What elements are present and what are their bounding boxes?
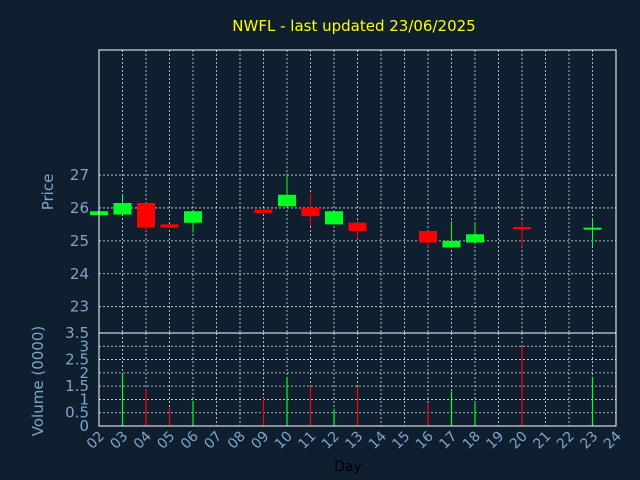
candle	[348, 221, 367, 240]
volume-y-tick-label: 3	[79, 337, 89, 355]
candle	[325, 211, 343, 225]
volume-bars	[121, 346, 594, 426]
candle-body	[113, 203, 132, 215]
candle	[160, 224, 179, 228]
volume-y-tick-label: 1.5	[65, 377, 89, 395]
candle-body	[137, 203, 155, 228]
volume-axis-label: Volume (0000)	[29, 326, 47, 436]
price-y-tick-label: 24	[70, 265, 89, 283]
candle	[301, 193, 320, 227]
price-axis-label: Price	[39, 174, 57, 211]
x-tick-labels: 02 03 04 05 06 07 08 09 10 11 12 13 14 15 16 17 18 19 20 21…	[84, 428, 625, 452]
price-y-tick-label: 23	[70, 298, 89, 316]
candle	[113, 194, 132, 215]
candle	[184, 211, 202, 233]
candle	[278, 173, 296, 207]
candle-body	[160, 224, 179, 228]
candle-body	[583, 227, 602, 230]
price-candles	[90, 173, 602, 248]
candle-body	[254, 209, 273, 213]
candle-body	[301, 207, 320, 217]
volume-y-tick-label: 2	[79, 364, 89, 382]
price-y-tick-label: 26	[70, 199, 89, 217]
volume-y-tick-label: 0	[79, 417, 89, 435]
volume-panel-frame	[98, 332, 617, 427]
candle-body	[348, 222, 367, 231]
candle	[254, 209, 273, 213]
candle	[583, 219, 602, 246]
price-gridlines	[98, 50, 617, 333]
candle	[513, 221, 531, 248]
candle-body	[442, 240, 461, 248]
candle	[466, 222, 484, 243]
price-y-tick-label: 25	[70, 232, 89, 250]
candle-body	[513, 227, 531, 230]
candle-body	[278, 194, 296, 207]
volume-y-tick-label: 0.5	[65, 404, 89, 422]
volume-y-tick-label: 3.5	[65, 324, 89, 342]
candle-body	[184, 211, 202, 223]
candle	[137, 203, 155, 231]
candle-body	[419, 230, 437, 243]
price-y-tick-label: 27	[70, 166, 89, 184]
candle-body	[466, 234, 484, 243]
price-y-tick-labels: 23 24 25 26 27	[70, 166, 89, 316]
volume-y-tick-label: 1	[79, 390, 89, 408]
candle	[442, 221, 461, 248]
candle-body	[325, 211, 343, 225]
x-axis-label: Day	[334, 459, 362, 475]
volume-y-tick-labels: 00.511.522.533.5	[65, 324, 89, 435]
chart-title: NWFL - last updated 23/06/2025	[232, 17, 475, 35]
candle	[419, 230, 437, 248]
volume-y-tick-label: 2.5	[65, 351, 89, 369]
